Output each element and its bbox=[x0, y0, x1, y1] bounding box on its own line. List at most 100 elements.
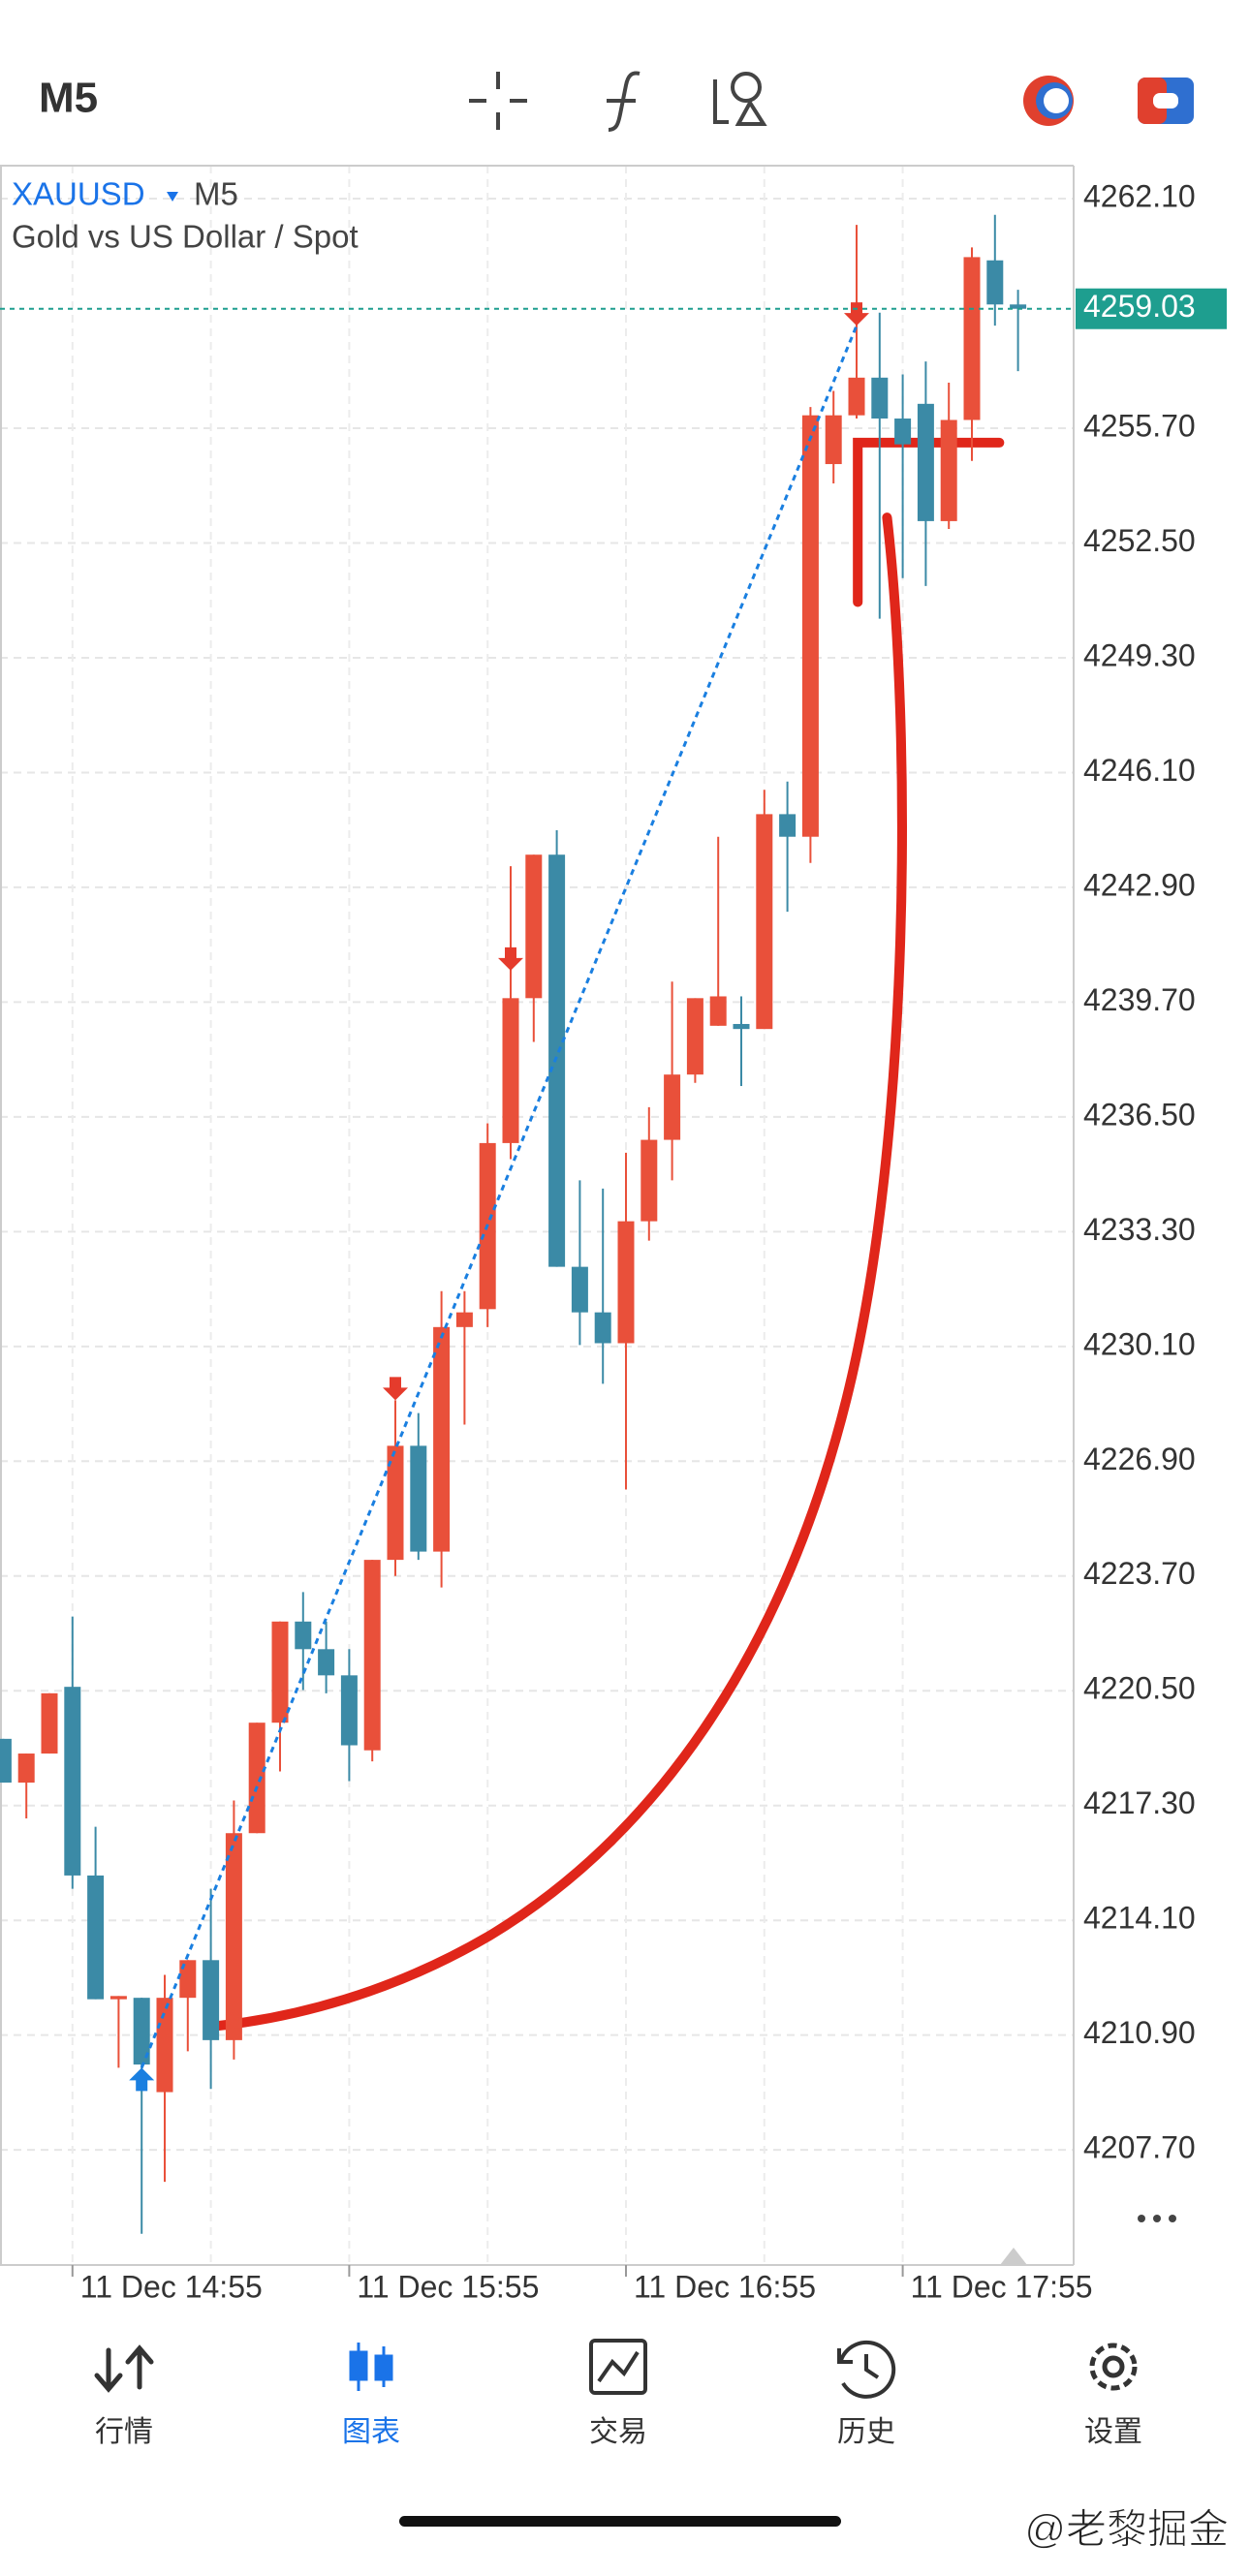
candle-body bbox=[940, 419, 957, 521]
home-indicator bbox=[399, 2516, 841, 2527]
price-tick-label: 4217.30 bbox=[1083, 1785, 1196, 1820]
candle-body bbox=[571, 1266, 588, 1313]
candle-body bbox=[686, 998, 703, 1075]
menu-dots[interactable] bbox=[1138, 2215, 1176, 2222]
candle-body bbox=[548, 854, 566, 1267]
annotation bbox=[211, 437, 1005, 2032]
chart[interactable]: XAUUSD M5 Gold vs US Dollar / Spot 4262.… bbox=[0, 165, 1227, 2304]
indicator-icon[interactable] bbox=[607, 71, 641, 132]
price-tick-label: 4210.90 bbox=[1083, 2015, 1196, 2050]
trade-marker bbox=[844, 302, 869, 326]
candle-body bbox=[133, 1998, 150, 2065]
nav-label[interactable]: 历史 bbox=[837, 2416, 895, 2448]
symbol-description: Gold vs US Dollar / Spot bbox=[12, 219, 359, 255]
candle-body bbox=[709, 996, 727, 1026]
candle-body bbox=[986, 260, 1004, 305]
price-tick-label: 4220.50 bbox=[1083, 1671, 1196, 1706]
nav-label[interactable]: 图表 bbox=[342, 2416, 400, 2448]
price-tick-label: 4262.10 bbox=[1083, 179, 1196, 214]
time-tick-label: 11 Dec 14:55 bbox=[80, 2269, 263, 2304]
candle-body bbox=[779, 814, 797, 837]
toolbar: M5 bbox=[39, 71, 1194, 132]
time-tick-label: 11 Dec 17:55 bbox=[911, 2269, 1093, 2304]
nav-icon[interactable] bbox=[94, 2344, 154, 2393]
candle-body bbox=[917, 403, 934, 521]
candle-body bbox=[664, 1074, 681, 1140]
candle-body bbox=[318, 1649, 335, 1676]
candle-body bbox=[203, 1960, 220, 2040]
trade-marker bbox=[129, 2067, 155, 2092]
price-tick-label: 4223.70 bbox=[1083, 1556, 1196, 1591]
price-tick-label: 4207.70 bbox=[1083, 2130, 1196, 2165]
candle-body bbox=[248, 1723, 266, 1834]
price-tick-label: 4233.30 bbox=[1083, 1212, 1196, 1247]
price-tick-label: 4226.90 bbox=[1083, 1442, 1196, 1476]
candle-body bbox=[801, 415, 819, 837]
candle-body bbox=[340, 1675, 358, 1746]
price-tick-label: 4214.10 bbox=[1083, 1901, 1196, 1936]
candle-body bbox=[64, 1687, 81, 1876]
candle-body bbox=[617, 1221, 635, 1344]
symbol[interactable]: XAUUSD bbox=[12, 176, 145, 212]
last-price-box bbox=[1076, 288, 1227, 329]
candle-body bbox=[502, 998, 519, 1143]
candle-body bbox=[87, 1875, 105, 2000]
price-tick-label: 4252.50 bbox=[1083, 523, 1196, 558]
time-tick-label: 11 Dec 16:55 bbox=[634, 2269, 816, 2304]
nav-icon[interactable] bbox=[837, 2340, 896, 2399]
candle-body bbox=[0, 1738, 12, 1784]
candle-body bbox=[594, 1312, 611, 1344]
annotation-curve bbox=[211, 512, 907, 2032]
nav-icon[interactable] bbox=[1089, 2343, 1138, 2391]
trade-marker bbox=[383, 1377, 408, 1401]
candle-body bbox=[733, 1023, 750, 1030]
candle-body bbox=[179, 1960, 197, 1999]
one-click-icon[interactable] bbox=[1023, 76, 1074, 126]
timeframe-button[interactable]: M5 bbox=[39, 75, 98, 122]
candle-body bbox=[756, 814, 773, 1030]
price-tick-label: 4242.90 bbox=[1083, 867, 1196, 902]
candle-body bbox=[17, 1754, 35, 1784]
price-tick-label: 4236.50 bbox=[1083, 1097, 1196, 1132]
last-price-label: 4259.03 bbox=[1083, 289, 1196, 324]
nav-icon[interactable] bbox=[349, 2343, 393, 2391]
candle-body bbox=[225, 1833, 242, 2040]
candle-body bbox=[271, 1621, 289, 1723]
price-tick-label: 4255.70 bbox=[1083, 408, 1196, 443]
symbol-dropdown-icon[interactable] bbox=[167, 192, 178, 202]
candle-body bbox=[387, 1445, 404, 1561]
candle-body bbox=[1010, 304, 1027, 309]
candle-body bbox=[363, 1560, 381, 1751]
candle-body bbox=[156, 1998, 173, 2093]
trade-marker bbox=[498, 947, 523, 971]
price-tick-label: 4230.10 bbox=[1083, 1326, 1196, 1361]
nav-label[interactable]: 设置 bbox=[1084, 2416, 1142, 2448]
candle-body bbox=[455, 1312, 473, 1327]
candle-body bbox=[848, 377, 865, 416]
nav-label[interactable]: 行情 bbox=[95, 2416, 153, 2448]
candle-body bbox=[963, 257, 981, 420]
watermark: @老黎掘金 bbox=[1024, 2506, 1229, 2552]
price-tick-label: 4246.10 bbox=[1083, 753, 1196, 788]
candle-body bbox=[871, 377, 889, 419]
price-tick-label: 4249.30 bbox=[1083, 637, 1196, 672]
trade-line bbox=[140, 325, 859, 2068]
scroll-indicator bbox=[1000, 2248, 1027, 2265]
nav-label[interactable]: 交易 bbox=[589, 2416, 647, 2448]
candle-body bbox=[109, 1996, 127, 2000]
trade-icon[interactable] bbox=[1138, 78, 1194, 124]
objects-icon[interactable] bbox=[713, 72, 767, 126]
nav-icon[interactable] bbox=[589, 2339, 647, 2395]
candle-body bbox=[41, 1692, 58, 1754]
crosshair-icon[interactable] bbox=[469, 72, 527, 130]
candle-body bbox=[525, 854, 543, 999]
candle-body bbox=[894, 419, 912, 445]
bottom-nav: 行情 图表 交易 历史 设置 bbox=[94, 2339, 1142, 2448]
price-tick-label: 4239.70 bbox=[1083, 982, 1196, 1017]
candle-body bbox=[295, 1621, 312, 1650]
candle-body bbox=[825, 415, 842, 465]
candle-body bbox=[641, 1139, 658, 1222]
time-tick-label: 11 Dec 15:55 bbox=[357, 2269, 539, 2304]
